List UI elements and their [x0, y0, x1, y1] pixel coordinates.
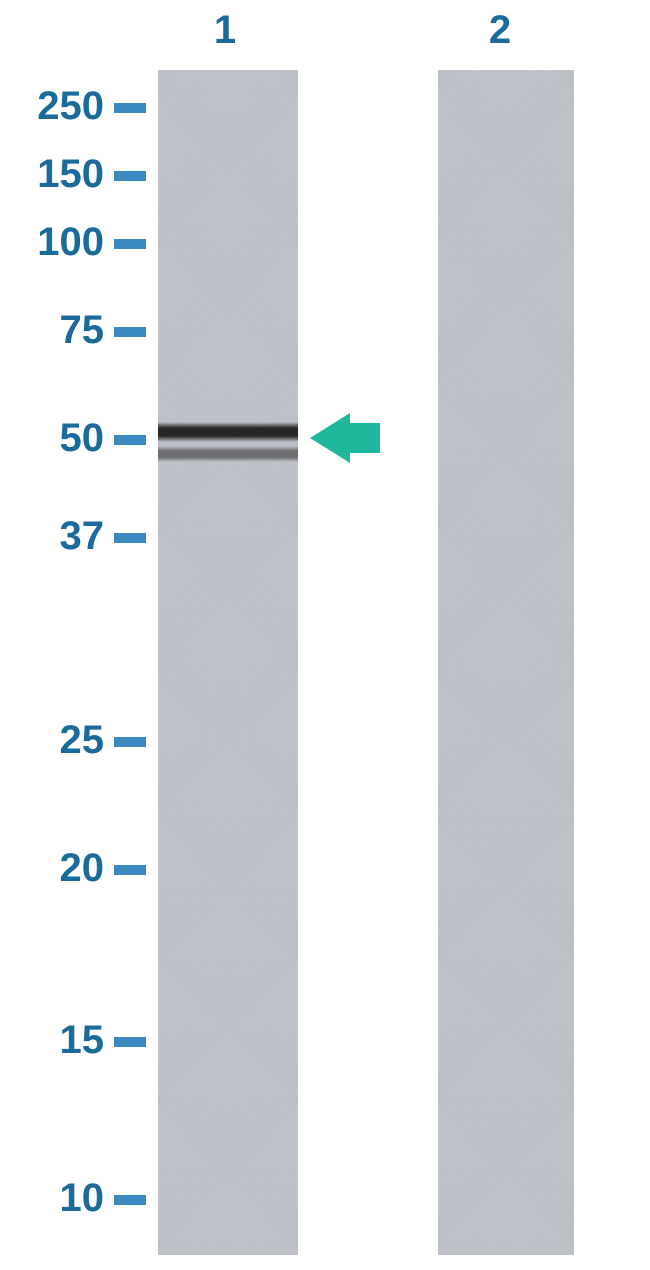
- marker-label-100: 100: [37, 220, 104, 265]
- lane-header-2: 2: [480, 8, 520, 53]
- band-lane1-1: [158, 446, 298, 462]
- lane-noise: [438, 70, 574, 1255]
- marker-tick-250: [114, 103, 146, 113]
- band-lane1-0: [158, 422, 298, 442]
- lane-1: [158, 70, 298, 1255]
- marker-tick-150: [114, 171, 146, 181]
- marker-tick-10: [114, 1195, 146, 1205]
- lane-header-1: 1: [205, 8, 245, 53]
- western-blot-figure: 250 150 100 75 50 37 25 20 15 10 1 2: [0, 0, 650, 1270]
- marker-label-150: 150: [37, 152, 104, 197]
- marker-tick-75: [114, 327, 146, 337]
- marker-label-15: 15: [60, 1018, 105, 1063]
- target-band-arrow-icon: [310, 413, 380, 463]
- marker-tick-37: [114, 533, 146, 543]
- arrow-head: [310, 413, 350, 463]
- marker-label-25: 25: [60, 718, 105, 763]
- marker-label-50: 50: [60, 416, 105, 461]
- marker-tick-20: [114, 865, 146, 875]
- marker-label-37: 37: [60, 514, 105, 559]
- marker-tick-15: [114, 1037, 146, 1047]
- marker-label-75: 75: [60, 308, 105, 353]
- marker-label-250: 250: [37, 84, 104, 129]
- lane-noise: [158, 70, 298, 1255]
- marker-label-10: 10: [60, 1176, 105, 1221]
- marker-tick-100: [114, 239, 146, 249]
- marker-tick-25: [114, 737, 146, 747]
- marker-tick-50: [114, 435, 146, 445]
- marker-label-20: 20: [60, 846, 105, 891]
- arrow-shaft: [350, 423, 380, 453]
- lane-2: [438, 70, 574, 1255]
